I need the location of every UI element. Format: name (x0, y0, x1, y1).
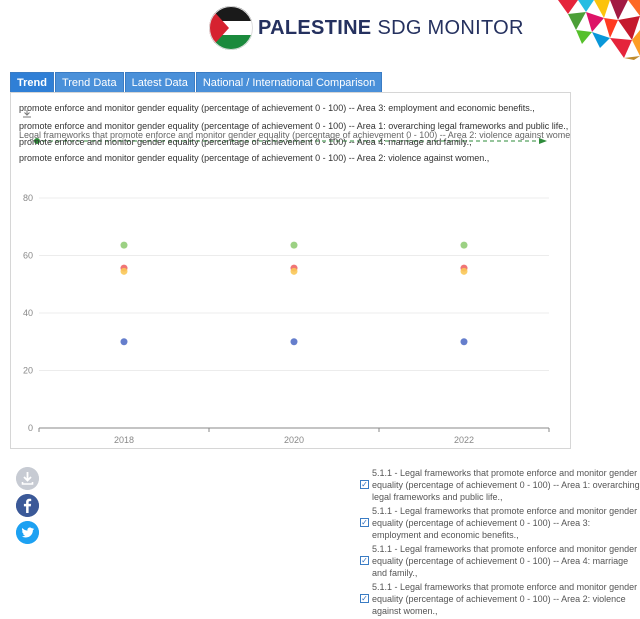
indicator-item-area4[interactable]: ✓ 5.1.1 - Legal frameworks that promote … (358, 543, 640, 579)
indicator-checklist: ✓ 5.1.1 - Legal frameworks that promote … (358, 467, 640, 619)
data-point-series-2[interactable] (290, 267, 298, 275)
palestine-flag-icon (209, 6, 253, 50)
indicator-label-area3: 5.1.1 - Legal frameworks that promote en… (372, 506, 638, 540)
indicator-checkbox-area4[interactable]: ✓ (360, 556, 369, 565)
chart-zoom-handle-right[interactable] (539, 138, 547, 144)
data-point-series-3[interactable] (290, 338, 298, 346)
indicator-item-area1[interactable]: ✓ 5.1.1 - Legal frameworks that promote … (358, 467, 640, 503)
indicator-label-area2: 5.1.1 - Legal frameworks that promote en… (372, 582, 638, 616)
tab-trend-data[interactable]: Trend Data (54, 72, 124, 93)
indicator-checkbox-area3[interactable]: ✓ (360, 518, 369, 527)
tab-comparison[interactable]: National / International Comparison (195, 72, 383, 93)
site-title-rest: SDG MONITOR (377, 17, 524, 39)
x-tick-label: 2020 (284, 435, 304, 445)
y-tick-label: 40 (23, 308, 33, 318)
view-tabs: Trend Trend Data Latest Data National / … (10, 72, 383, 93)
x-tick-label: 2018 (114, 435, 134, 445)
trend-chart: 0 20 40 60 80 2018 2020 2022 (23, 110, 550, 445)
y-tick-label: 80 (23, 193, 33, 203)
data-point-series-0[interactable] (120, 241, 128, 249)
x-tick-label: 2022 (454, 435, 474, 445)
data-point-series-3[interactable] (460, 338, 468, 346)
site-header: PALESTINE SDG MONITOR (0, 0, 640, 60)
legend-entry-area3[interactable]: promote enforce and monitor gender equal… (19, 103, 535, 113)
site-title-bold: PALESTINE (258, 17, 372, 39)
legend-entry-area1[interactable]: promote enforce and monitor gender equal… (19, 121, 569, 131)
legend-entry-area4[interactable]: promote enforce and monitor gender equal… (19, 137, 472, 147)
download-icon[interactable] (16, 467, 39, 490)
indicator-item-area3[interactable]: ✓ 5.1.1 - Legal frameworks that promote … (358, 505, 640, 541)
twitter-icon[interactable] (16, 521, 39, 544)
y-tick-label: 0 (28, 423, 33, 433)
indicator-label-area4: 5.1.1 - Legal frameworks that promote en… (372, 544, 638, 578)
data-point-series-2[interactable] (460, 267, 468, 275)
data-point-series-2[interactable] (120, 267, 128, 275)
sdg-triangles-icon (558, 0, 640, 60)
y-tick-label: 60 (23, 251, 33, 261)
data-point-series-0[interactable] (460, 241, 468, 249)
indicator-label-area1: 5.1.1 - Legal frameworks that promote en… (372, 468, 640, 502)
indicator-item-area2[interactable]: ✓ 5.1.1 - Legal frameworks that promote … (358, 581, 640, 617)
chart-download-icon[interactable] (23, 110, 31, 118)
tab-latest-data[interactable]: Latest Data (124, 72, 195, 93)
indicator-checkbox-area2[interactable]: ✓ (360, 594, 369, 603)
indicator-checkbox-area1[interactable]: ✓ (360, 480, 369, 489)
y-tick-label: 20 (23, 366, 33, 376)
chart-zoom-handle-left[interactable] (34, 138, 40, 144)
legend-entry-area2[interactable]: promote enforce and monitor gender equal… (19, 153, 490, 163)
facebook-icon[interactable] (16, 494, 39, 517)
legend-entry-area2-long[interactable]: Legal frameworks that promote enforce an… (19, 130, 571, 140)
tab-trend[interactable]: Trend (10, 72, 54, 93)
data-point-series-3[interactable] (120, 338, 128, 346)
chart-panel: 0 20 40 60 80 2018 2020 2022 promote enforce an… (10, 92, 571, 449)
data-point-series-0[interactable] (290, 241, 298, 249)
site-title[interactable]: PALESTINE SDG MONITOR (258, 17, 524, 40)
